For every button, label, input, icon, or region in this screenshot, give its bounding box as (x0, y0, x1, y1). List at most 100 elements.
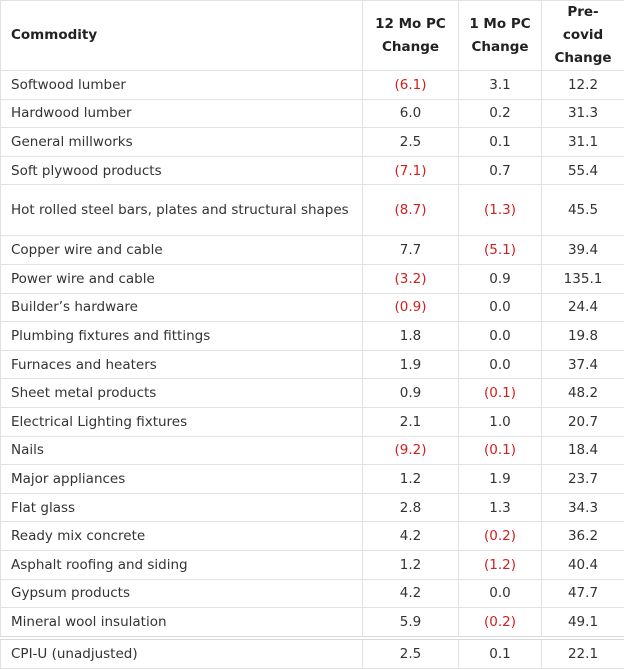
change-value: 0.0 (459, 350, 542, 379)
commodity-name: Asphalt roofing and siding (1, 550, 363, 579)
change-value: 20.7 (542, 407, 624, 436)
change-value: 37.4 (542, 350, 624, 379)
change-value: (8.7) (363, 185, 459, 236)
table-row: Hot rolled steel bars, plates and struct… (1, 185, 624, 236)
column-header: 12 Mo PC Change (363, 1, 459, 71)
change-value: 4.2 (363, 522, 459, 551)
change-value: 0.1 (459, 128, 542, 157)
change-value: (0.2) (459, 522, 542, 551)
change-value: 7.7 (363, 236, 459, 265)
change-value: 18.4 (542, 436, 624, 465)
change-value: (1.2) (459, 550, 542, 579)
change-value: 1.8 (363, 322, 459, 351)
commodity-name: Nails (1, 436, 363, 465)
commodity-name: Power wire and cable (1, 264, 363, 293)
change-value: 55.4 (542, 156, 624, 185)
change-value: 0.1 (459, 638, 542, 669)
change-value: 0.9 (363, 379, 459, 408)
commodity-name: Soft plywood products (1, 156, 363, 185)
column-header: Pre-covid Change (542, 1, 624, 71)
change-value: (0.2) (459, 608, 542, 638)
change-value: 31.3 (542, 99, 624, 128)
change-value: 2.5 (363, 128, 459, 157)
change-value: 1.9 (363, 350, 459, 379)
change-value: 0.2 (459, 99, 542, 128)
change-value: (7.1) (363, 156, 459, 185)
change-value: (0.1) (459, 436, 542, 465)
change-value: (0.1) (459, 379, 542, 408)
change-value: 0.0 (459, 293, 542, 322)
change-value: (1.3) (459, 185, 542, 236)
change-value: 22.1 (542, 638, 624, 669)
change-value: 19.8 (542, 322, 624, 351)
change-value: 0.9 (459, 264, 542, 293)
change-value: 2.5 (363, 638, 459, 669)
commodity-name: Mineral wool insulation (1, 608, 363, 638)
change-value: 1.9 (459, 465, 542, 494)
commodity-name: Softwood lumber (1, 71, 363, 100)
change-value: 2.1 (363, 407, 459, 436)
change-value: 45.5 (542, 185, 624, 236)
commodity-name: Ready mix concrete (1, 522, 363, 551)
change-value: (3.2) (363, 264, 459, 293)
change-value: 1.2 (363, 550, 459, 579)
commodity-name: Electrical Lighting fixtures (1, 407, 363, 436)
change-value: 0.7 (459, 156, 542, 185)
commodity-name: Copper wire and cable (1, 236, 363, 265)
change-value: 3.1 (459, 71, 542, 100)
change-value: 1.0 (459, 407, 542, 436)
commodity-name: Hot rolled steel bars, plates and struct… (1, 185, 363, 236)
change-value: 36.2 (542, 522, 624, 551)
commodity-name: Flat glass (1, 493, 363, 522)
commodity-name: Gypsum products (1, 579, 363, 608)
change-value: 2.8 (363, 493, 459, 522)
table-row: Nails(9.2)(0.1)18.4 (1, 436, 624, 465)
commodity-name: General millworks (1, 128, 363, 157)
change-value: 31.1 (542, 128, 624, 157)
commodity-name: Sheet metal products (1, 379, 363, 408)
change-value: 24.4 (542, 293, 624, 322)
column-header: 1 Mo PC Change (459, 1, 542, 71)
change-value: (5.1) (459, 236, 542, 265)
change-value: 0.0 (459, 322, 542, 351)
change-value: 39.4 (542, 236, 624, 265)
change-value: 23.7 (542, 465, 624, 494)
change-value: 48.2 (542, 379, 624, 408)
change-value: 0.0 (459, 579, 542, 608)
change-value: 135.1 (542, 264, 624, 293)
commodity-name: Builder’s hardware (1, 293, 363, 322)
change-value: (0.9) (363, 293, 459, 322)
commodity-name: Major appliances (1, 465, 363, 494)
commodity-name: CPI-U (unadjusted) (1, 638, 363, 669)
change-value: 6.0 (363, 99, 459, 128)
change-value: 5.9 (363, 608, 459, 638)
change-value: 1.2 (363, 465, 459, 494)
change-value: 12.2 (542, 71, 624, 100)
column-header: Commodity (1, 1, 363, 71)
change-value: 47.7 (542, 579, 624, 608)
commodity-name: Plumbing fixtures and fittings (1, 322, 363, 351)
change-value: 4.2 (363, 579, 459, 608)
